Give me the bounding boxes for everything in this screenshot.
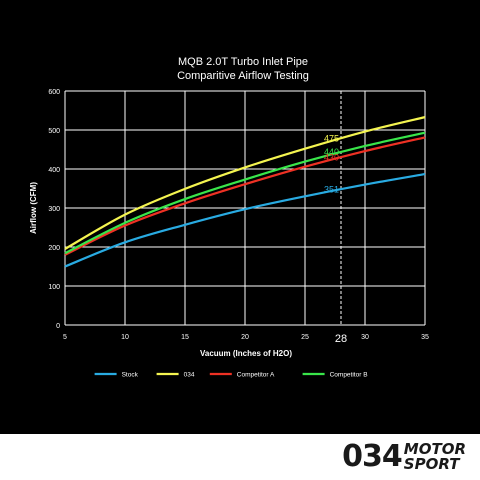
grid — [64, 90, 426, 326]
logo-word-sport: SPORT — [403, 455, 460, 473]
series-line-034 — [64, 116, 426, 250]
series-line-competitor-b — [64, 131, 426, 255]
chart-title: MQB 2.0T Turbo Inlet Pipe — [178, 56, 308, 68]
x-axis-label: Vacuum (Inches of H2O) — [200, 349, 292, 358]
reference-line-group: 28 — [335, 91, 347, 345]
x-tick-label: 35 — [421, 334, 429, 341]
x-tick-label: 15 — [181, 334, 189, 341]
axis-ticks: 0 100 200 300 400 500 600 5 10 15 20 25 30 35 — [48, 89, 429, 341]
series-line-stock — [64, 172, 426, 268]
data-label: 430 — [324, 152, 339, 162]
data-label: 351 — [324, 184, 339, 194]
y-tick-label: 500 — [48, 128, 60, 135]
chart-subtitle: Comparitive Airflow Testing — [177, 70, 309, 82]
x-tick-label: 30 — [361, 334, 369, 341]
y-tick-label: 200 — [48, 245, 60, 252]
y-axis-label: Airflow (CFM) — [29, 182, 38, 234]
series-line-competitor-a — [64, 136, 426, 256]
data-label: 440 — [324, 147, 339, 157]
logo-words: MOTOR SPORT — [404, 442, 466, 472]
x-tick-label: 10 — [121, 334, 129, 341]
y-tick-label: 0 — [56, 323, 60, 330]
legend-label: Stock — [122, 372, 139, 379]
logo-word-motor: MOTOR — [403, 440, 466, 458]
data-label: 475 — [324, 133, 339, 143]
x-tick-label: 5 — [63, 334, 67, 341]
y-tick-label: 300 — [48, 206, 60, 213]
reference-line-label: 28 — [335, 333, 347, 345]
series-lines — [64, 116, 426, 268]
x-tick-label: 20 — [241, 334, 249, 341]
legend-label: 034 — [184, 372, 195, 379]
legend: Stock 034 Competitor A Competitor B — [94, 372, 368, 379]
y-tick-label: 400 — [48, 167, 60, 174]
legend-label: Competitor A — [237, 372, 275, 379]
x-tick-label: 25 — [301, 334, 309, 341]
brand-logo: 034 MOTOR SPORT — [342, 440, 466, 474]
legend-label: Competitor B — [330, 372, 368, 379]
y-tick-label: 600 — [48, 89, 60, 96]
footer-bar: 034 MOTOR SPORT — [0, 434, 480, 480]
y-tick-label: 100 — [48, 284, 60, 291]
logo-number: 034 — [342, 439, 403, 474]
